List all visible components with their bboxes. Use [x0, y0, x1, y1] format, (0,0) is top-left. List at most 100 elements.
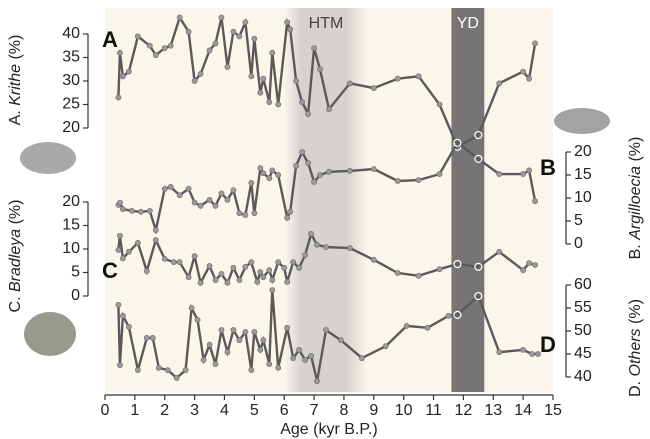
data-point — [436, 266, 443, 273]
label-unit: (%) — [627, 137, 644, 162]
data-point — [453, 138, 462, 147]
x-tick-label: 3 — [190, 402, 199, 419]
x-tick-label: 8 — [339, 402, 348, 419]
data-point — [242, 263, 249, 270]
data-point — [338, 337, 344, 344]
data-point — [535, 351, 541, 357]
data-point — [496, 80, 503, 87]
data-point — [284, 214, 291, 221]
data-point — [167, 184, 174, 190]
data-point — [120, 73, 126, 80]
panel-letter: A — [102, 27, 118, 52]
data-point — [236, 337, 243, 344]
label-prefix: D. — [627, 381, 644, 397]
data-point — [394, 178, 401, 184]
data-point — [257, 346, 264, 353]
data-point — [230, 28, 237, 35]
data-point — [146, 207, 153, 214]
data-point — [230, 327, 237, 333]
data-point — [146, 42, 153, 49]
data-point — [474, 154, 483, 163]
data-point — [308, 352, 314, 359]
x-tick-label: 6 — [280, 402, 289, 419]
y-tick-label: 55 — [574, 299, 592, 316]
y-axis-label: D. Others (%) — [627, 299, 644, 397]
x-tick-label: 1 — [130, 402, 139, 419]
data-point — [137, 208, 144, 215]
data-point — [269, 167, 276, 174]
data-point — [302, 252, 309, 259]
y-tick-label: 20 — [574, 143, 592, 160]
data-point — [520, 68, 527, 75]
data-point — [224, 279, 231, 286]
data-point — [161, 255, 168, 262]
data-point — [269, 287, 276, 293]
data-point — [299, 99, 306, 106]
x-tick-label: 15 — [544, 402, 562, 419]
data-point — [185, 28, 192, 35]
data-point — [424, 324, 431, 331]
data-point — [296, 264, 303, 271]
data-point — [302, 357, 309, 363]
data-point — [176, 14, 183, 21]
y-tick-label: 50 — [574, 322, 592, 339]
y-tick-label: 15 — [574, 166, 592, 183]
data-point — [125, 323, 132, 330]
label-prefix: C. — [7, 296, 24, 312]
data-point — [251, 329, 258, 335]
data-point — [191, 78, 198, 84]
y-axis-label: A. Krithe (%) — [7, 35, 24, 126]
data-point — [185, 185, 192, 192]
data-point — [370, 256, 377, 263]
data-point — [218, 14, 225, 21]
data-point — [260, 75, 267, 82]
panel-letter: B — [540, 155, 556, 180]
data-point — [120, 255, 126, 262]
data-point — [496, 171, 503, 177]
y-tick-label: 5 — [71, 264, 80, 281]
data-point — [257, 89, 264, 96]
data-point — [532, 40, 538, 47]
data-point — [251, 35, 258, 42]
data-point — [230, 187, 237, 194]
x-tick-label: 12 — [455, 402, 473, 419]
data-point — [526, 75, 533, 82]
data-point — [520, 267, 527, 274]
data-point — [284, 324, 291, 331]
data-point — [152, 52, 159, 59]
data-point — [260, 337, 267, 344]
data-point — [170, 259, 177, 266]
data-point — [218, 327, 225, 333]
ostracod-icon — [554, 108, 610, 134]
data-point — [323, 244, 329, 251]
data-point — [248, 259, 255, 266]
data-point — [266, 99, 273, 106]
data-point — [117, 362, 123, 368]
data-point — [257, 269, 264, 275]
y-tick-label: 40 — [62, 25, 80, 42]
y-axis-label: B. Argilloecia (%) — [627, 137, 644, 260]
data-point — [224, 196, 231, 203]
data-point — [415, 177, 422, 183]
data-point — [197, 202, 204, 209]
data-point — [526, 260, 533, 266]
ostracod-icon — [20, 142, 76, 174]
x-tick-label: 4 — [220, 402, 229, 419]
label-unit: (%) — [7, 200, 24, 225]
data-point — [260, 274, 267, 281]
data-point — [415, 272, 422, 279]
data-point — [266, 175, 273, 182]
data-point — [134, 239, 141, 246]
data-point — [115, 301, 122, 308]
x-tick-label: 11 — [425, 402, 442, 419]
data-point — [308, 231, 314, 237]
y-tick-label: 20 — [62, 119, 80, 136]
data-point — [224, 349, 231, 356]
data-point — [347, 80, 353, 87]
data-point — [254, 278, 261, 285]
data-point — [347, 245, 353, 251]
data-point — [257, 165, 264, 171]
label-unit: (%) — [627, 299, 644, 324]
label-unit: (%) — [7, 35, 24, 60]
data-point — [176, 259, 183, 266]
